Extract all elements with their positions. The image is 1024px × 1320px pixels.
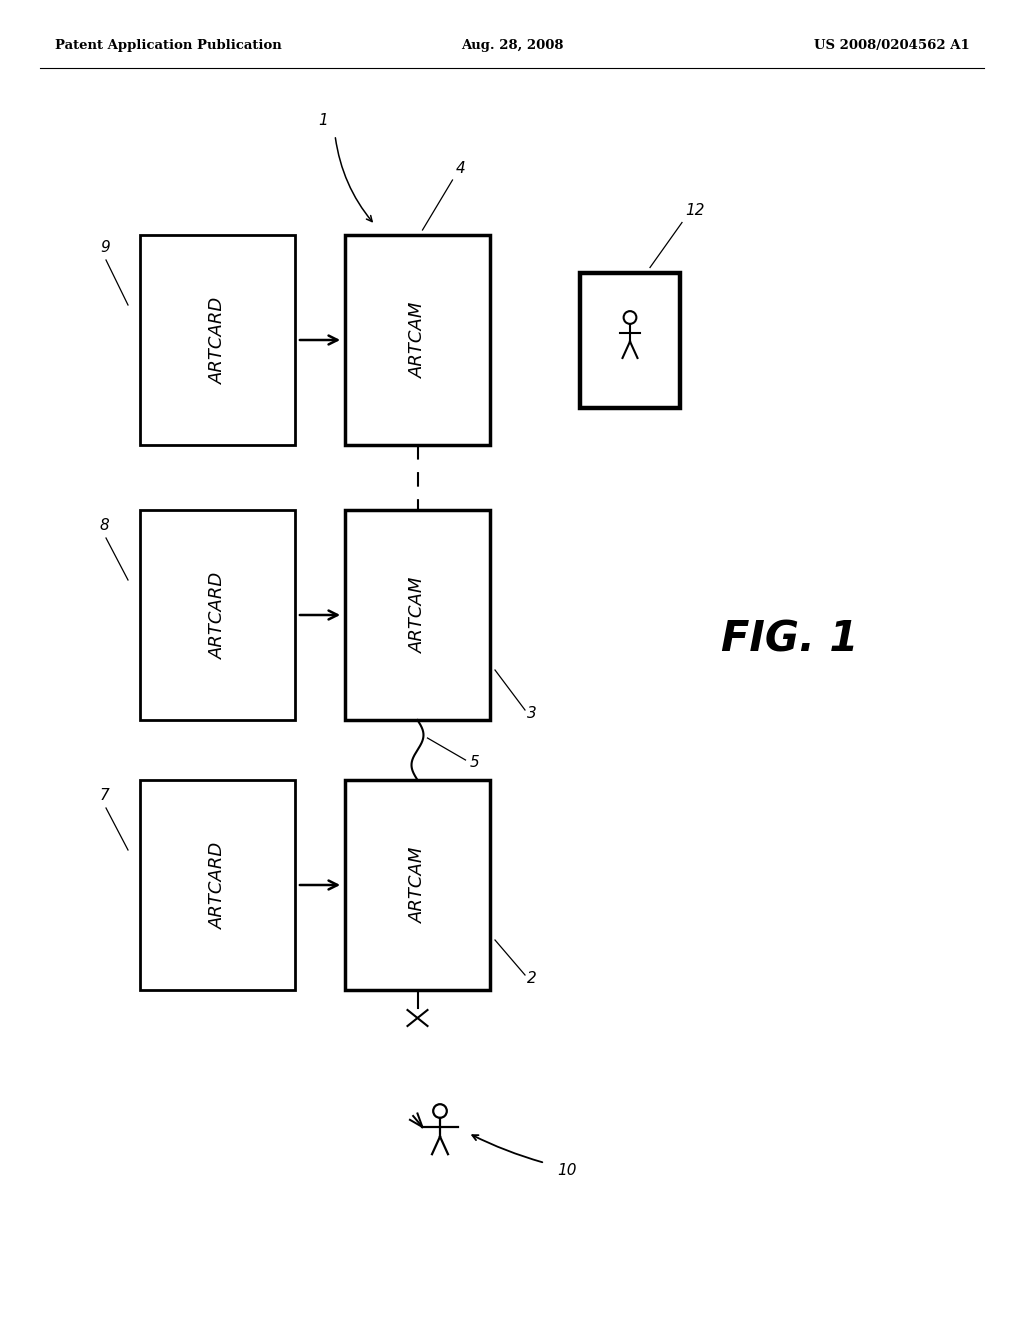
Text: ARTCARD: ARTCARD <box>209 841 226 929</box>
Bar <box>345 780 490 990</box>
Text: ARTCAM: ARTCAM <box>409 847 427 923</box>
Text: 9: 9 <box>100 240 110 255</box>
Bar <box>345 235 490 445</box>
Text: 2: 2 <box>527 972 537 986</box>
Text: 5: 5 <box>469 755 479 770</box>
Text: 12: 12 <box>685 203 705 219</box>
Text: 7: 7 <box>100 788 110 803</box>
Bar <box>580 272 680 408</box>
Text: Patent Application Publication: Patent Application Publication <box>55 38 282 51</box>
Text: Aug. 28, 2008: Aug. 28, 2008 <box>461 38 563 51</box>
Bar <box>140 235 295 445</box>
Text: ARTCARD: ARTCARD <box>209 572 226 659</box>
Text: ARTCAM: ARTCAM <box>409 577 427 653</box>
Text: FIG. 1: FIG. 1 <box>721 619 859 661</box>
Text: ARTCARD: ARTCARD <box>209 297 226 384</box>
Text: 10: 10 <box>557 1163 577 1177</box>
Text: 8: 8 <box>100 517 110 533</box>
Bar <box>345 510 490 719</box>
Text: 3: 3 <box>527 706 537 721</box>
Text: 1: 1 <box>318 114 328 128</box>
Text: ARTCAM: ARTCAM <box>409 302 427 379</box>
Bar <box>140 510 295 719</box>
Text: 4: 4 <box>456 161 465 176</box>
Text: US 2008/0204562 A1: US 2008/0204562 A1 <box>814 38 970 51</box>
Bar <box>140 780 295 990</box>
